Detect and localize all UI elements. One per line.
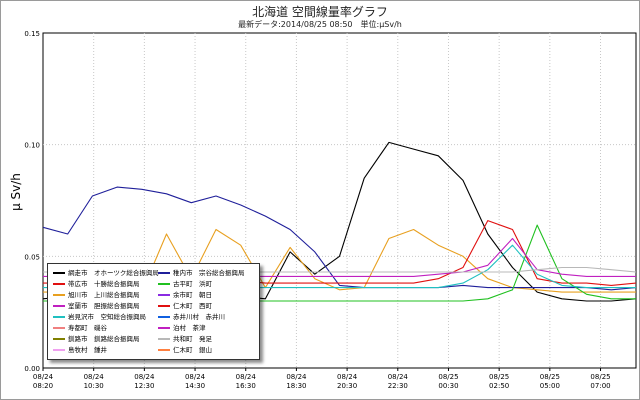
legend-label: 帯広市 十勝総合振興局 <box>68 280 140 288</box>
legend-item-right-1: 古平町 浜町 <box>158 279 212 289</box>
x-tick-label-date: 08/25 <box>540 373 560 381</box>
x-tick-label-date: 08/24 <box>84 373 105 381</box>
legend-swatch <box>53 338 65 340</box>
legend-swatch <box>53 316 65 318</box>
x-tick-label-date: 08/24 <box>286 373 307 381</box>
x-tick-label-date: 08/24 <box>33 373 54 381</box>
chart-title: 北海道 空間線量率グラフ <box>252 5 388 19</box>
x-tick-label-date: 08/24 <box>185 373 206 381</box>
legend-item-right-6: 共和町 発足 <box>158 334 212 344</box>
x-tick-label-time: 16:30 <box>236 382 256 390</box>
x-tick-label-time: 10:30 <box>84 382 104 390</box>
legend-label: 古平町 浜町 <box>173 280 212 288</box>
x-tick-label-time: 05:00 <box>540 382 560 390</box>
legend-label: 泊村 茶津 <box>173 324 206 332</box>
y-tick-label: 0.15 <box>24 30 40 38</box>
legend-item-left-5: 寿都町 磯谷 <box>53 323 107 333</box>
legend-label: 余市町 朝日 <box>173 291 212 299</box>
legend-label: 室蘭市 胆振総合振興局 <box>68 302 140 310</box>
x-tick-label-date: 08/24 <box>236 373 257 381</box>
x-tick-label-date: 08/24 <box>388 373 409 381</box>
legend-swatch <box>158 349 170 351</box>
legend-item-right-0: 稚内市 宗谷総合振興局 <box>158 268 245 278</box>
legend-label: 寿都町 磯谷 <box>68 324 107 332</box>
legend-item-right-4: 赤井川村 赤井川 <box>158 312 225 322</box>
legend-item-left-7: 島牧村 鍾井 <box>53 345 107 355</box>
legend-swatch <box>53 305 65 307</box>
legend-swatch <box>158 272 170 274</box>
legend-swatch <box>53 283 65 285</box>
x-tick-label-time: 00:30 <box>438 382 458 390</box>
legend-label: 赤井川村 赤井川 <box>173 313 225 321</box>
legend-item-right-5: 泊村 茶津 <box>158 323 206 333</box>
legend-label: 仁木町 銀山 <box>173 346 212 354</box>
series-line-2 <box>42 186 637 291</box>
x-tick-label-time: 14:30 <box>185 382 205 390</box>
x-tick-label-time: 07:00 <box>590 382 610 390</box>
legend-label: 岩見沢市 空知総合振興局 <box>68 313 146 321</box>
legend-swatch <box>158 294 170 296</box>
legend-label: 稚内市 宗谷総合振興局 <box>173 269 245 277</box>
legend-label: 旭川市 上川総合振興局 <box>68 291 140 299</box>
y-tick-label: 0.05 <box>24 253 40 261</box>
legend-item-left-4: 岩見沢市 空知総合振興局 <box>53 312 146 322</box>
x-tick-label-date: 08/24 <box>337 373 358 381</box>
legend-swatch <box>53 272 65 274</box>
legend-label: 共和町 発足 <box>173 335 212 343</box>
x-tick-label-time: 20:30 <box>337 382 357 390</box>
x-tick-label-time: 22:30 <box>388 382 408 390</box>
legend-swatch <box>158 305 170 307</box>
x-tick-label-time: 02:50 <box>489 382 509 390</box>
x-tick-label-date: 08/25 <box>590 373 610 381</box>
legend-item-left-1: 帯広市 十勝総合振興局 <box>53 279 140 289</box>
legend-label: 網走市 オホーツク総合振興局 <box>68 269 159 277</box>
legend-label: 釧路市 釧路総合振興局 <box>68 335 140 343</box>
legend-swatch <box>53 327 65 329</box>
legend-label: 島牧村 鍾井 <box>68 346 107 354</box>
x-tick-label-date: 08/25 <box>489 373 509 381</box>
y-tick-label: 0.00 <box>24 365 40 373</box>
legend-item-right-3: 仁木町 西町 <box>158 301 212 311</box>
legend-item-left-2: 旭川市 上川総合振興局 <box>53 290 140 300</box>
chart-subtitle: 最新データ:2014/08/25 08:50 単位:μSv/h <box>238 20 402 29</box>
legend-swatch <box>158 283 170 285</box>
x-tick-label-time: 18:30 <box>286 382 306 390</box>
legend-label: 仁木町 西町 <box>173 302 212 310</box>
legend-item-right-7: 仁木町 銀山 <box>158 345 212 355</box>
legend-swatch <box>158 316 170 318</box>
x-tick-label-time: 08:20 <box>33 382 53 390</box>
y-tick-label: 0.10 <box>24 142 40 150</box>
x-tick-label-time: 12:30 <box>134 382 154 390</box>
legend-swatch <box>53 294 65 296</box>
legend-item-left-3: 室蘭市 胆振総合振興局 <box>53 301 140 311</box>
legend-item-left-0: 網走市 オホーツク総合振興局 <box>53 268 159 278</box>
legend-swatch <box>158 338 170 340</box>
legend: 網走市 オホーツク総合振興局 帯広市 十勝総合振興局 旭川市 上川総合振興局 室蘭市 … <box>47 263 260 360</box>
legend-item-right-2: 余市町 朝日 <box>158 290 212 300</box>
legend-swatch <box>53 349 65 351</box>
legend-swatch <box>158 327 170 329</box>
legend-item-left-6: 釧路市 釧路総合振興局 <box>53 334 140 344</box>
x-tick-label-date: 08/25 <box>438 373 458 381</box>
x-tick-label-date: 08/24 <box>134 373 155 381</box>
